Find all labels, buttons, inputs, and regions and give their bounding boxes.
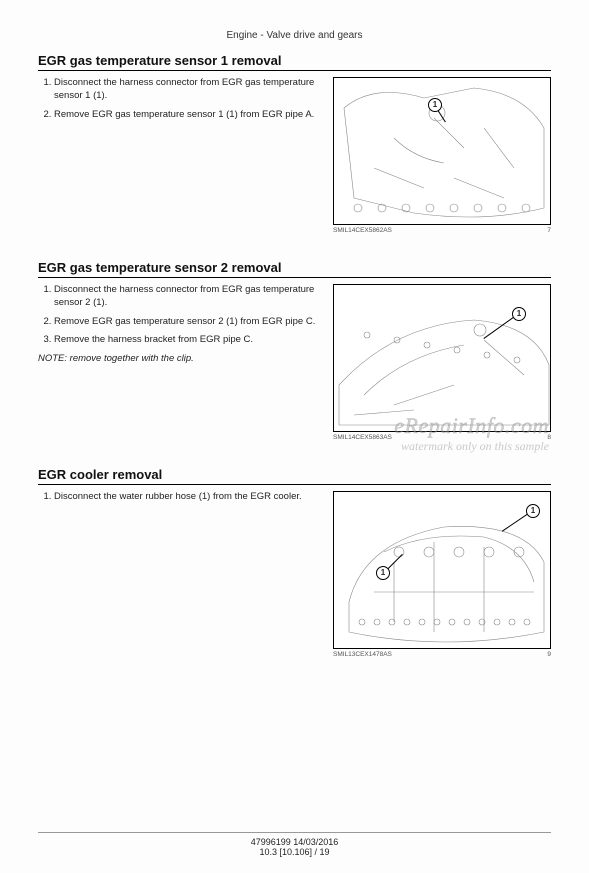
step-item: Remove EGR gas temperature sensor 1 (1) … [54,109,323,122]
figure-illustration: 11 [333,491,551,649]
figure: 1 SMIL14CEX5862AS 7 [333,77,551,234]
figure-ref-id: SMIL14CEX5863AS [333,434,392,441]
figure: 1 SMIL14CEX5863AS 8 [333,284,551,441]
figure-caption: SMIL14CEX5862AS 7 [333,227,551,234]
step-list: Disconnect the harness connector from EG… [38,284,323,441]
callout-marker: 1 [428,98,442,112]
step-list: Disconnect the harness connector from EG… [38,77,323,234]
callout-marker: 1 [376,566,390,580]
figure-caption: SMIL13CEX1478AS 9 [333,651,551,658]
figure-index: 8 [547,434,551,441]
procedure-section: EGR gas temperature sensor 1 removal Disc… [38,53,551,234]
step-list: Disconnect the water rubber hose (1) fro… [38,491,323,658]
step-item: Remove EGR gas temperature sensor 2 (1) … [54,316,323,329]
step-item: Disconnect the harness connector from EG… [54,77,323,103]
page-footer: 47996199 14/03/2016 10.3 [10.106] / 19 [38,832,551,857]
figure-ref-id: SMIL13CEX1478AS [333,651,392,658]
section-body: Disconnect the harness connector from EG… [38,284,551,441]
footer-doc-id: 47996199 14/03/2016 [38,837,551,847]
procedure-section: EGR cooler removal Disconnect the water r… [38,467,551,658]
section-heading: EGR cooler removal [38,467,551,485]
figure-index: 9 [547,651,551,658]
section-heading: EGR gas temperature sensor 1 removal [38,53,551,71]
section-heading: EGR gas temperature sensor 2 removal [38,260,551,278]
step-note: NOTE: remove together with the clip. [38,353,323,366]
callout-marker: 1 [512,307,526,321]
breadcrumb: Engine - Valve drive and gears [38,30,551,41]
figure: 11SMIL13CEX1478AS9 [333,491,551,658]
section-body: Disconnect the harness connector from EG… [38,77,551,234]
figure-illustration: 1 [333,284,551,432]
step-item: Disconnect the harness connector from EG… [54,284,323,310]
callout-marker: 1 [526,504,540,518]
figure-caption: SMIL14CEX5863AS 8 [333,434,551,441]
step-item: Disconnect the water rubber hose (1) fro… [54,491,323,504]
section-body: Disconnect the water rubber hose (1) fro… [38,491,551,658]
step-item: Remove the harness bracket from EGR pipe… [54,334,323,347]
figure-illustration: 1 [333,77,551,225]
footer-page-number: 10.3 [10.106] / 19 [38,847,551,857]
procedure-section: EGR gas temperature sensor 2 removal Disc… [38,260,551,441]
figure-index: 7 [547,227,551,234]
figure-ref-id: SMIL14CEX5862AS [333,227,392,234]
